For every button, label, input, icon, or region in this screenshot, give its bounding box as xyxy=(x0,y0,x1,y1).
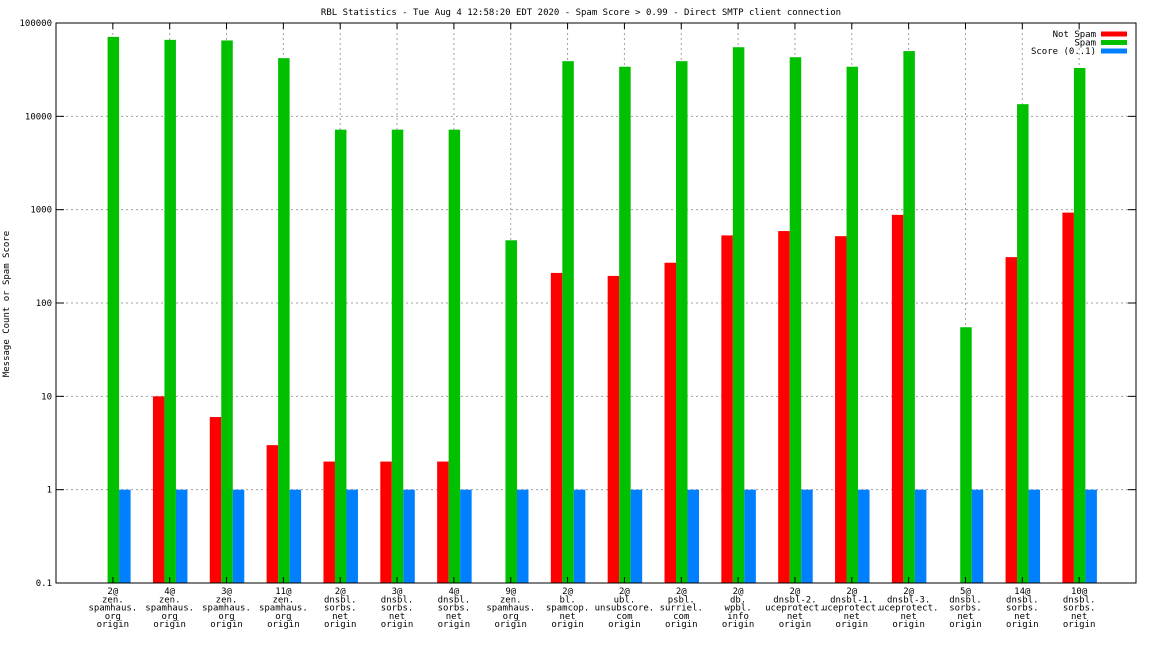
x-tick-label: 3@ dnsbl. sorbs. net origin xyxy=(381,587,414,630)
bar-not-spam xyxy=(1062,212,1074,583)
x-tick-label: 2@ dnsbl-2. uceprotect. net origin xyxy=(765,587,825,630)
bar-spam xyxy=(505,240,517,583)
y-tick-label: 100 xyxy=(36,299,52,309)
bar-not-spam xyxy=(209,417,222,583)
x-tick-label: 2@ dnsbl-3. uceprotect. net origin xyxy=(879,587,939,630)
y-tick-label: 1000 xyxy=(30,206,52,216)
bar-score xyxy=(460,489,472,583)
y-tick-label: 0.1 xyxy=(36,579,52,589)
y-tick-labels: 0.1 1 10 100 1000 10000 100000 xyxy=(19,19,1136,589)
bar-not-spam xyxy=(1005,257,1018,583)
y-tick-label: 10 xyxy=(41,392,52,402)
y-tick-label: 10000 xyxy=(25,112,52,122)
bar-score xyxy=(346,489,358,583)
legend-swatch xyxy=(1101,31,1127,37)
bar-not-spam xyxy=(891,214,904,584)
bar-spam xyxy=(107,36,120,583)
bar-score xyxy=(801,489,813,583)
bar-not-spam xyxy=(664,262,677,583)
bar-not-spam xyxy=(323,461,335,583)
bar-score xyxy=(516,489,529,583)
legend-label: Spam xyxy=(1074,39,1096,49)
bar-spam xyxy=(619,66,631,583)
bar-not-spam xyxy=(550,272,563,583)
bar-not-spam xyxy=(266,445,279,583)
bar-spam xyxy=(960,327,972,583)
legend-swatch xyxy=(1101,48,1127,54)
bars-layer xyxy=(107,36,1097,584)
bar-score xyxy=(1028,489,1041,583)
bar-score xyxy=(1085,489,1097,583)
x-tick-label: 4@ dnsbl. sorbs. net origin xyxy=(438,587,471,630)
x-tick-label: 2@ ubl. unsubscore. com origin xyxy=(595,587,655,630)
bar-score xyxy=(175,489,188,583)
bar-spam xyxy=(164,39,176,583)
bar-spam xyxy=(562,61,574,584)
bar-not-spam xyxy=(437,461,449,583)
bar-score xyxy=(289,489,302,583)
legend-label: Not Spam xyxy=(1053,30,1096,40)
bar-spam xyxy=(391,129,404,583)
bar-not-spam xyxy=(607,275,620,583)
bar-spam xyxy=(846,66,859,583)
bar-score xyxy=(744,489,756,583)
bar-spam xyxy=(448,129,461,583)
bar-score xyxy=(914,489,927,583)
bar-not-spam xyxy=(721,235,733,583)
bar-score xyxy=(232,489,245,583)
bar-spam xyxy=(1073,67,1086,583)
x-tick-label: 2@ psbl. surriel. com origin xyxy=(660,587,703,630)
bar-score xyxy=(687,489,700,583)
bar-not-spam xyxy=(778,231,790,583)
legend-label: Score (0..1) xyxy=(1031,47,1096,57)
bar-score xyxy=(573,489,586,583)
x-tick-label: 10@ dnsbl. sorbs. net origin xyxy=(1063,587,1096,630)
x-tick-label: 11@ zen. spamhaus. org origin xyxy=(259,587,308,630)
bar-score xyxy=(858,489,870,583)
legend-swatch xyxy=(1101,40,1127,45)
y-tick-label: 1 xyxy=(47,486,52,496)
bar-spam xyxy=(789,57,802,584)
bar-spam xyxy=(732,47,745,584)
x-tick-label: 2@ zen. spamhaus. org origin xyxy=(88,587,137,630)
x-tick-label: 3@ zen. spamhaus. org origin xyxy=(202,587,251,630)
bar-spam xyxy=(221,40,233,583)
x-tick-label: 2@ dnsbl-1. uceprotect. net origin xyxy=(822,587,882,630)
chart-title: RBL Statistics - Tue Aug 4 12:58:20 EDT … xyxy=(321,8,841,18)
x-tick-label: 2@ db. wpbl. info origin xyxy=(722,587,755,630)
x-tick-label: 4@ zen. spamhaus. org origin xyxy=(145,587,194,630)
bar-score xyxy=(630,489,643,583)
y-axis-label: Message Count or Spam Score xyxy=(2,231,12,377)
bar-spam xyxy=(676,61,688,584)
bar-not-spam xyxy=(835,236,847,583)
bar-score xyxy=(403,489,415,583)
bar-not-spam xyxy=(152,396,165,583)
bar-spam xyxy=(903,51,915,584)
x-tick-label: 14@ dnsbl. sorbs. net origin xyxy=(1006,587,1039,630)
bar-spam xyxy=(1017,104,1029,583)
bar-spam xyxy=(334,129,347,583)
bar-score xyxy=(119,489,131,583)
bar-spam xyxy=(278,58,290,584)
x-tick-label: 2@ bl. spamcop. net origin xyxy=(546,587,589,630)
bar-not-spam xyxy=(380,461,392,583)
x-tick-label: 9@ zen. spamhaus. org origin xyxy=(486,587,535,630)
bar-score xyxy=(971,489,984,583)
x-tick-label: 5@ dnsbl. sorbs. net origin xyxy=(949,587,982,630)
x-tick-label: 2@ dnsbl. sorbs. net origin xyxy=(324,587,357,630)
y-tick-label: 100000 xyxy=(19,19,52,29)
